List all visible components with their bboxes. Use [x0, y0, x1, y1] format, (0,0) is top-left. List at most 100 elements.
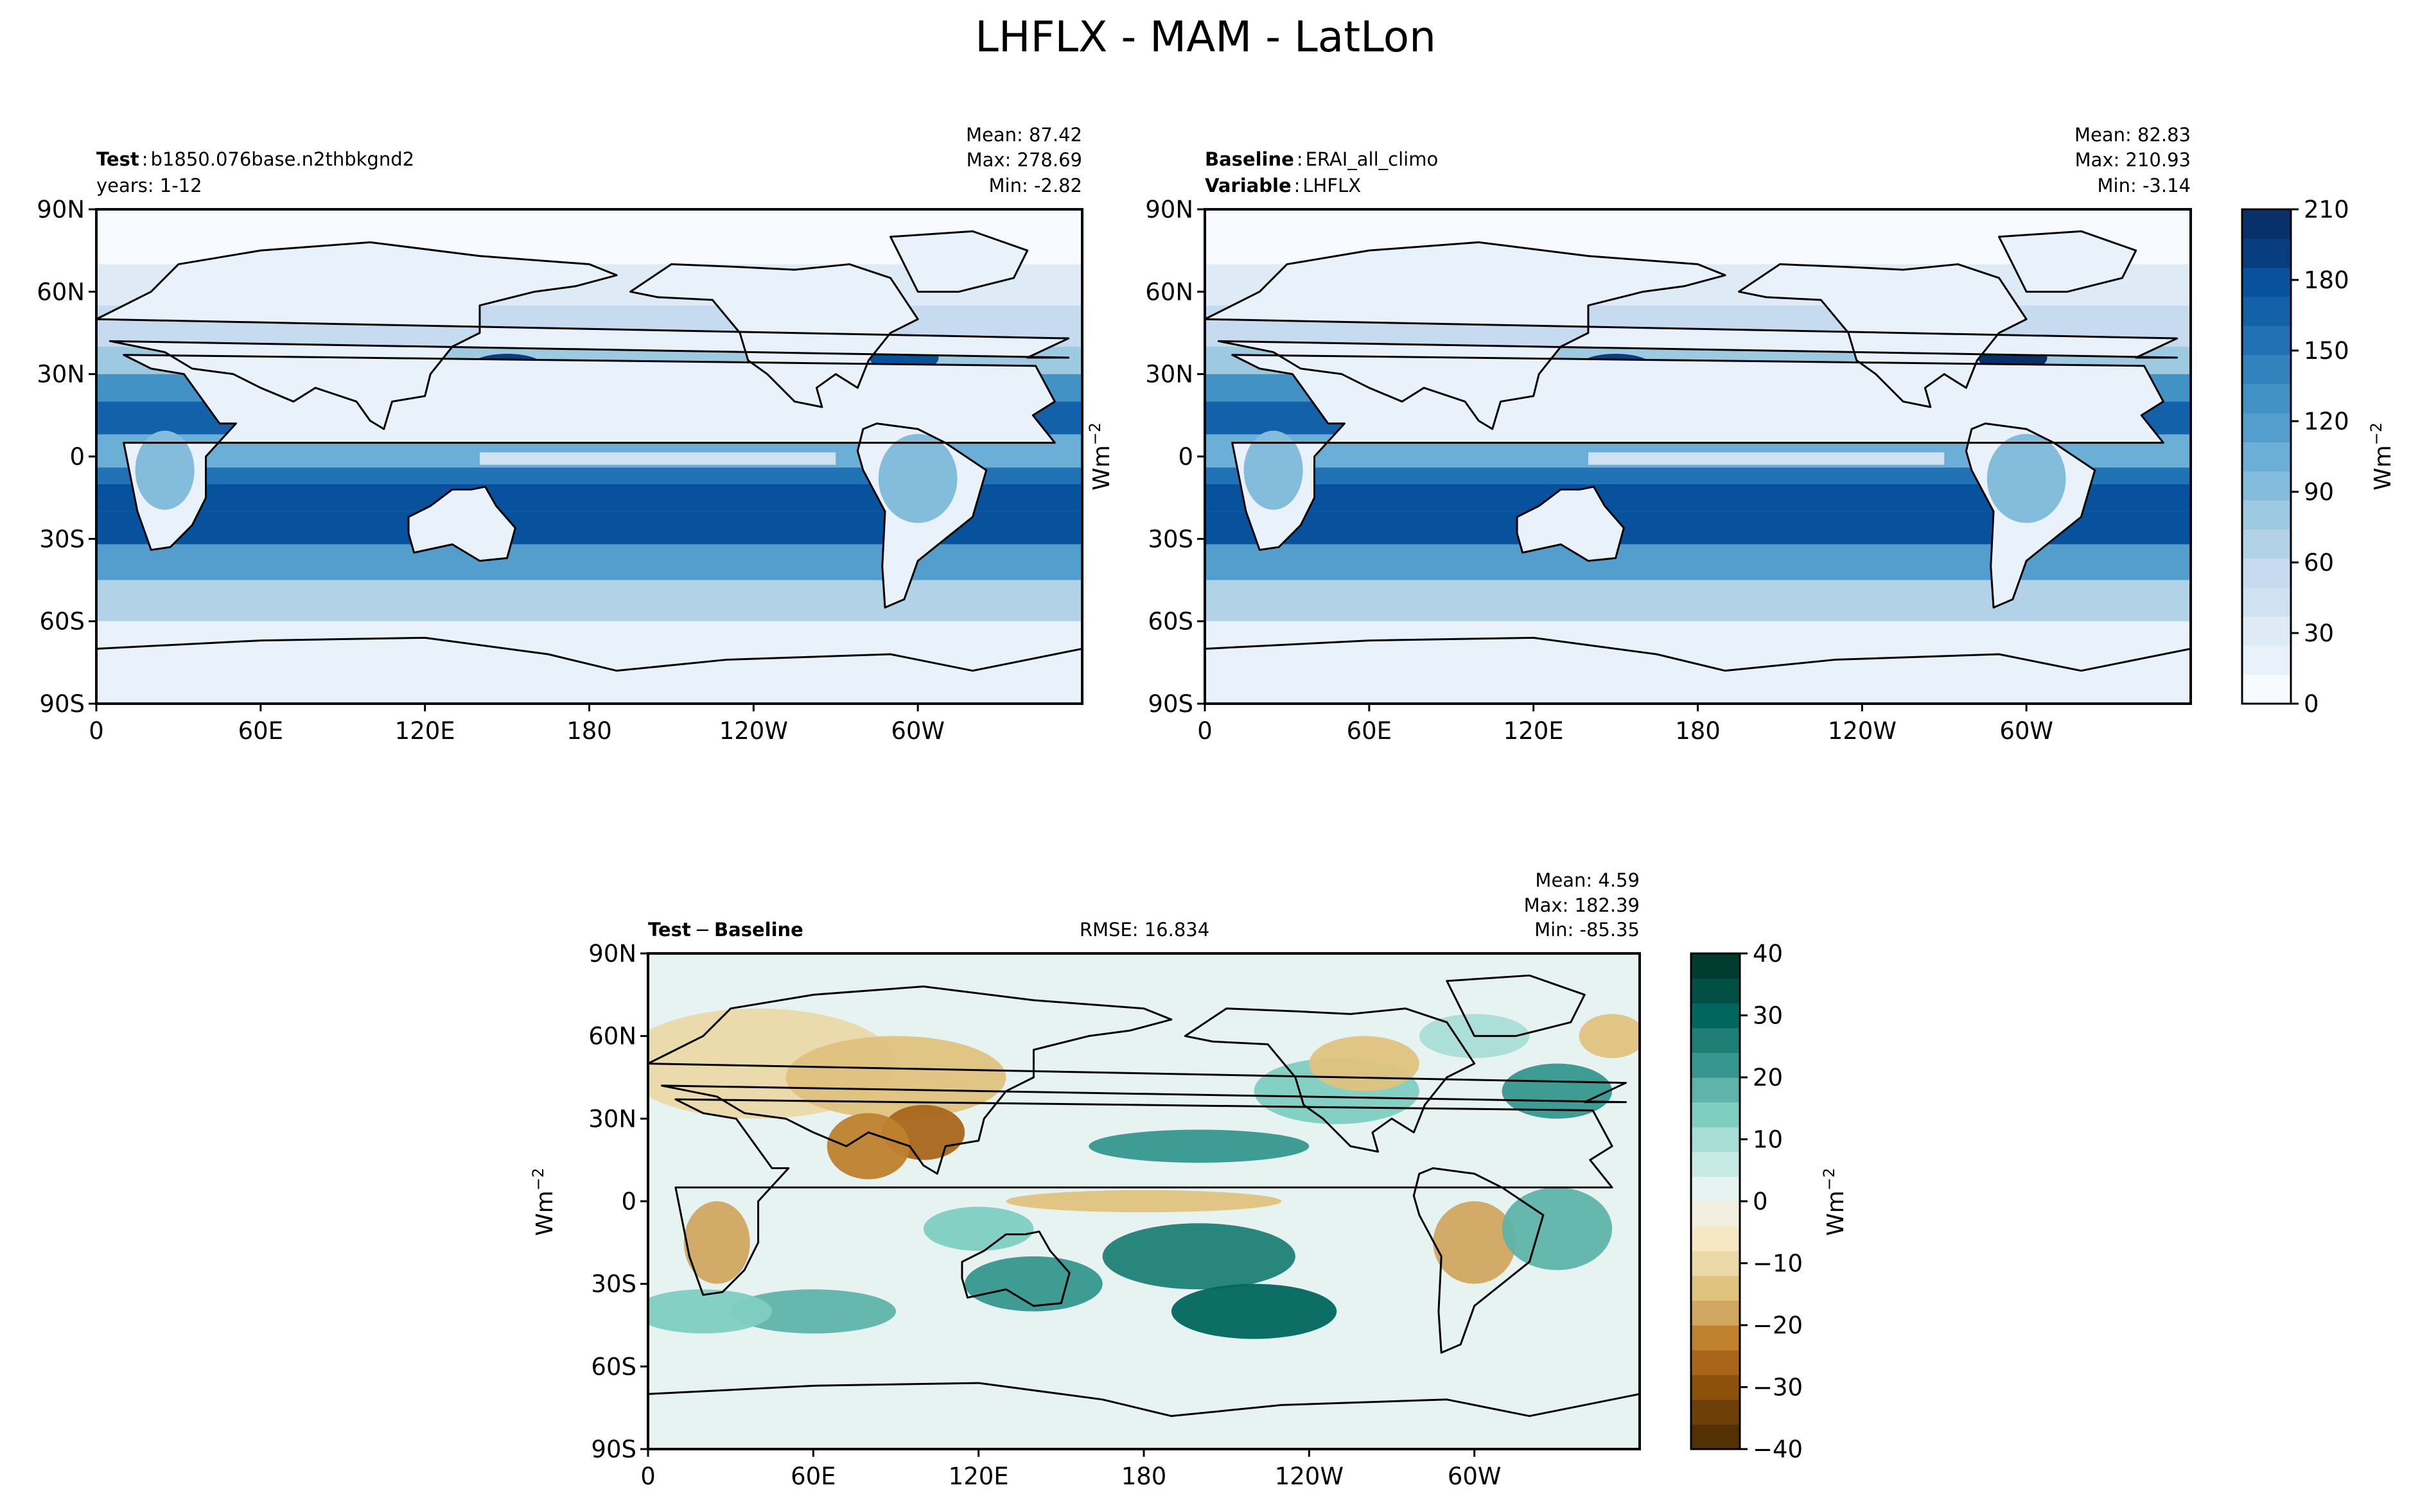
- diff-label: Test − Baseline: [648, 919, 803, 941]
- lon-tick-label: 60W: [1999, 717, 2053, 745]
- test-label-bold: Test: [96, 148, 139, 170]
- colorbar-segment: [1691, 1003, 1740, 1029]
- lon-tick-label: 120E: [949, 1463, 1009, 1490]
- colorbar-segment: [1691, 1325, 1740, 1351]
- diff-anomaly: [648, 1289, 772, 1334]
- lat-tick-label: 0: [1178, 443, 1193, 471]
- coastline: [1737, 263, 2028, 408]
- colorbar-segment: [2242, 674, 2291, 704]
- colorbar-tick-label: 180: [2304, 266, 2349, 294]
- colorbar-tick-label: 210: [2304, 196, 2349, 223]
- colorbar-segment: [2242, 267, 2291, 297]
- baseline-var-sep: :: [1294, 175, 1301, 196]
- test-stat-max: Max: 278.69: [967, 149, 1082, 171]
- lat-tick-label: 60N: [37, 278, 85, 306]
- lat-tick-label: 30N: [1145, 361, 1193, 388]
- test-label: Test: b1850.076base.n2thbkgnd2: [96, 148, 414, 170]
- lon-tick-label: 60W: [1448, 1463, 1502, 1490]
- lat-tick-label: 60S: [39, 608, 85, 636]
- diff-anomaly: [1102, 1223, 1295, 1290]
- colorbar-segment: [1691, 1350, 1740, 1375]
- map-field: [648, 953, 1640, 1449]
- diff-label-test: Test: [648, 919, 691, 941]
- amazon-tropical: [878, 433, 958, 523]
- lat-tick-label: 30N: [37, 361, 85, 388]
- lat-tick-label: 90N: [588, 940, 636, 968]
- lat-tick-label: 30S: [1148, 525, 1193, 553]
- colorbar-tick-label: 0: [1753, 1188, 1768, 1215]
- lon-tick-label: 60E: [238, 717, 283, 745]
- coastline: [1412, 1167, 1545, 1354]
- diff-anomaly: [785, 1036, 1006, 1119]
- colorbar-tick-label: −10: [1753, 1250, 1803, 1278]
- africa-tropical: [135, 430, 195, 510]
- colorbar-segment: [1691, 1052, 1740, 1078]
- colorbar-tick-label: 150: [2304, 337, 2349, 365]
- coastline: [856, 422, 988, 609]
- unit-label-top: Wm−2: [1086, 422, 1115, 491]
- diff-anomaly: [1171, 1283, 1337, 1339]
- land-fill: [1205, 638, 2191, 704]
- diff-anomaly: [1502, 1187, 1613, 1271]
- colorbar-segment: [1691, 1251, 1740, 1276]
- coastline: [629, 263, 919, 408]
- colorbar-segment: [1691, 1127, 1740, 1152]
- lon-tick-label: 0: [89, 717, 104, 745]
- colorbar-tick-label: 30: [1753, 1002, 1783, 1030]
- lon-tick-label: 180: [566, 717, 612, 745]
- diff-stat-mean: Mean: 4.59: [1535, 869, 1640, 891]
- colorbar-segment: [1691, 1077, 1740, 1103]
- colorbar-segment: [2242, 413, 2291, 442]
- diff-rmse: RMSE: 16.834: [1080, 919, 1209, 941]
- colorbar-tick-label: −20: [1753, 1312, 1803, 1339]
- lon-tick-label: 120W: [719, 717, 788, 745]
- colorbar-segment: [1691, 1102, 1740, 1127]
- diff-anomaly: [730, 1289, 897, 1334]
- lon-tick-label: 0: [1197, 717, 1213, 745]
- colorbar-segment: [2242, 558, 2291, 588]
- lat-tick-label: 30N: [588, 1105, 636, 1133]
- equatorial-minimum: [479, 452, 836, 465]
- test-label-sep: :: [142, 148, 148, 170]
- land-fill: [630, 264, 918, 407]
- colorbar-segment: [1691, 1399, 1740, 1425]
- flux-band: [1205, 580, 2191, 621]
- lat-tick-label: 60S: [591, 1353, 636, 1380]
- diff-stat-max: Max: 182.39: [1524, 894, 1640, 916]
- diff-anomaly: [1089, 1129, 1310, 1163]
- colorbar-tick-label: 40: [1753, 940, 1783, 968]
- land-fill: [1999, 231, 2136, 292]
- test-label-value: b1850.076base.n2thbkgnd2: [151, 148, 415, 170]
- land-fill: [1517, 487, 1624, 561]
- coastline: [1184, 1007, 1476, 1153]
- diff-anomaly: [1006, 1190, 1282, 1213]
- colorbar-segment: [1691, 1027, 1740, 1053]
- lat-tick-label: 90S: [591, 1436, 636, 1463]
- baseline-var-value: LHFLX: [1302, 175, 1361, 196]
- coastline: [961, 1230, 1071, 1307]
- figure-title: LHFLX - MAM - LatLon: [975, 12, 1436, 62]
- colorbar-segment: [1691, 1226, 1740, 1251]
- test-years: years: 1-12: [96, 175, 202, 196]
- colorbar-segment: [1691, 1201, 1740, 1227]
- baseline-stat-min: Min: -3.14: [2098, 175, 2191, 196]
- diff-anomaly: [1579, 1014, 1640, 1058]
- colorbar-segment: [2242, 645, 2291, 675]
- coastline: [1205, 636, 2191, 704]
- colorbar-tick-label: 120: [2304, 408, 2349, 435]
- lon-tick-label: 60E: [1347, 717, 1392, 745]
- baseline-colorbar: 0 30 60 90 120 150 180 210: [2241, 196, 2349, 718]
- land-fill: [408, 487, 516, 561]
- colorbar-segment: [2242, 471, 2291, 501]
- colorbar-segment: [2242, 383, 2291, 413]
- unit-label-diff: Wm−2: [529, 1168, 558, 1236]
- coastline: [96, 241, 1070, 430]
- colorbar-segment: [2242, 500, 2291, 530]
- lon-tick-label: 60E: [791, 1463, 836, 1490]
- lon-tick-label: 120E: [395, 717, 455, 745]
- flux-band: [96, 580, 1082, 621]
- colorbar-segment: [2242, 238, 2291, 268]
- unit-label-diffbar: Wm−2: [1820, 1168, 1849, 1236]
- colorbar-segment: [1691, 953, 1740, 979]
- coastline: [1998, 230, 2137, 293]
